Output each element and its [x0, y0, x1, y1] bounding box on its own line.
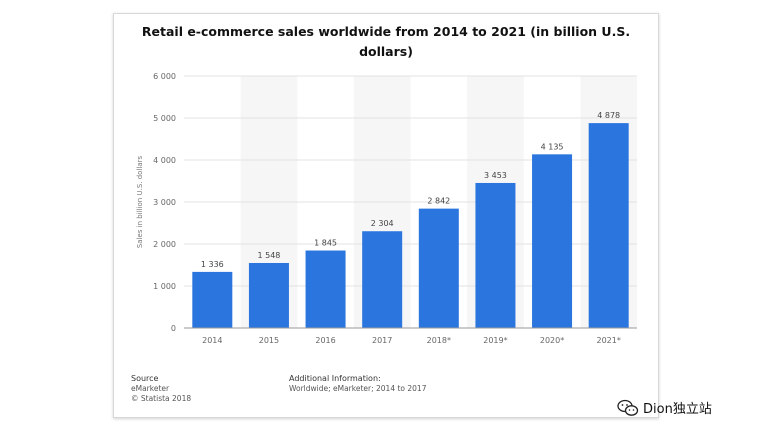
copyright-line: © Statista 2018 — [131, 394, 192, 403]
x-tick-label: 2014 — [202, 336, 222, 345]
x-tick-label: 2021* — [597, 336, 621, 345]
data-label: 3 453 — [484, 171, 507, 180]
additional-info-heading: Additional Information: — [289, 374, 381, 383]
bar — [362, 231, 403, 328]
data-label: 1 336 — [201, 260, 224, 269]
source-line: eMarketer — [131, 384, 170, 393]
y-tick-label: 5 000 — [153, 114, 176, 123]
chart-title-line-2: dollars) — [359, 44, 413, 59]
source-block: Source eMarketer © Statista 2018 — [131, 374, 191, 404]
x-tick-label: 2016 — [315, 336, 335, 345]
y-axis-label: Sales in billion U.S. dollars — [136, 156, 144, 249]
bars — [192, 123, 629, 329]
x-tick-label: 2017 — [372, 336, 392, 345]
bar — [305, 250, 346, 328]
additional-info-block: Additional Information: Worldwide; eMark… — [289, 374, 426, 394]
y-tick-label: 6 000 — [153, 72, 176, 81]
additional-info-text: Worldwide; eMarketer; 2014 to 2017 — [289, 384, 427, 393]
chart-title-line-1: Retail e-commerce sales worldwide from 2… — [141, 24, 631, 39]
data-label: 2 304 — [371, 219, 394, 228]
x-tick-label: 2015 — [259, 336, 279, 345]
chart-title: Retail e-commerce sales worldwide from 2… — [122, 22, 650, 62]
y-tick-label: 2 000 — [153, 240, 176, 249]
watermark-text: Dion独立站 — [643, 402, 712, 417]
x-tick-label: 2019* — [483, 336, 507, 345]
bar — [248, 262, 289, 328]
y-tick-label: 0 — [171, 324, 176, 333]
x-tick-label: 2020* — [540, 336, 564, 345]
y-tick-label: 1 000 — [153, 282, 176, 291]
source-heading: Source — [131, 374, 159, 383]
y-axis-ticks: 0 1 000 2 000 3 000 4 000 5 000 6 000 — [153, 72, 176, 333]
data-label: 2 842 — [427, 197, 450, 206]
y-tick-label: 4 000 — [153, 156, 176, 165]
x-axis-ticks: 2014 2015 2016 2017 2018* 2019* 2020* 2021* — [202, 336, 621, 345]
data-label: 4 878 — [597, 111, 620, 120]
watermark: Dion独立站 — [617, 398, 712, 417]
bar — [475, 182, 516, 328]
bar — [418, 208, 459, 328]
bar — [588, 123, 629, 329]
wechat-icon — [617, 399, 639, 416]
y-tick-label: 3 000 — [153, 198, 176, 207]
data-label: 1 845 — [314, 239, 337, 248]
bar — [192, 271, 233, 328]
bar — [532, 154, 573, 328]
data-label: 1 548 — [257, 251, 280, 260]
data-label: 4 135 — [541, 142, 564, 151]
value-labels: 1 336 1 548 1 845 2 304 2 842 3 453 4 135 4 878 — [201, 111, 620, 269]
x-tick-label: 2018* — [427, 336, 451, 345]
